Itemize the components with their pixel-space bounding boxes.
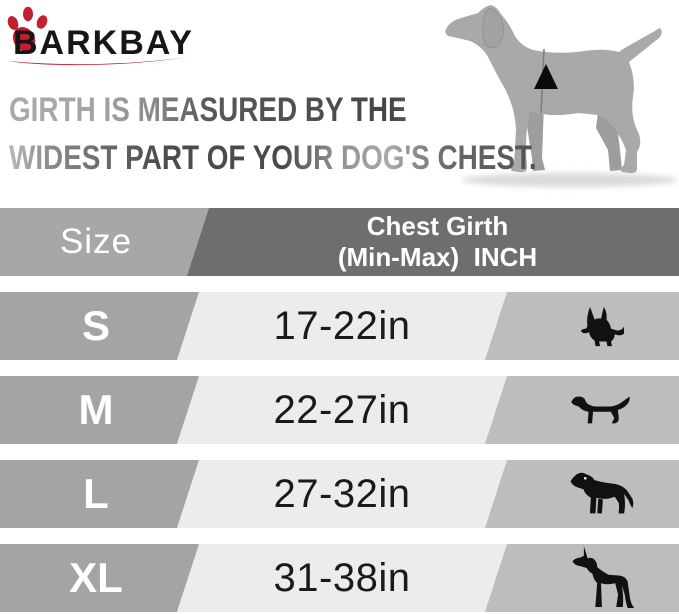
- up-triangle-marker: [534, 64, 558, 89]
- column-header-girth: Chest Girth (Min-Max) INCH: [196, 208, 679, 276]
- swoosh-underline-icon: [8, 57, 190, 66]
- dog-girth-diagram: [445, 5, 678, 187]
- chihuahua-icon: [580, 306, 624, 347]
- breed-icon-cell: [496, 544, 679, 612]
- size-label: S: [81, 302, 110, 349]
- girth-range: 17-22in: [273, 303, 411, 348]
- table-row-l: L 27-32in: [0, 460, 679, 528]
- breed-icon-cell: [496, 376, 679, 444]
- great-dane-icon: [572, 545, 634, 608]
- dog-body-silhouette: [445, 5, 662, 174]
- dachshund-icon: [570, 396, 630, 424]
- dog-shadow: [462, 173, 678, 187]
- tagline-line-2: WIDEST PART OF YOUR DOG'S CHEST.: [9, 134, 537, 182]
- column-header-size: Size: [59, 222, 133, 261]
- breed-icon-cell: [496, 292, 679, 360]
- size-label: L: [83, 470, 109, 517]
- table-header-row: Size Chest Girth (Min-Max) INCH: [0, 208, 679, 276]
- breed-icon-cell: [496, 460, 679, 528]
- table-row-m: M 22-27in: [0, 376, 679, 444]
- tagline-line-1: GIRTH IS MEASURED BY THE: [9, 86, 537, 134]
- size-label: XL: [69, 554, 123, 601]
- table-row-s: S 17-22in: [0, 292, 679, 360]
- rottweiler-icon: [570, 472, 633, 514]
- collar-dot: [583, 477, 587, 480]
- brand-logo-text: BARKBAY: [13, 24, 194, 62]
- girth-range: 31-38in: [273, 555, 411, 600]
- table-row-xl: XL 31-38in: [0, 544, 679, 612]
- dog-ear: [482, 7, 504, 48]
- girth-instruction-text: GIRTH IS MEASURED BY THE WIDEST PART OF …: [9, 86, 652, 182]
- size-label: M: [78, 386, 114, 433]
- girth-range: 22-27in: [273, 387, 411, 432]
- girth-header-line-2: (Min-Max) INCH: [337, 242, 538, 272]
- paw-icon: [7, 6, 48, 51]
- girth-header-line-1: Chest Girth: [366, 211, 509, 241]
- girth-range: 27-32in: [273, 471, 411, 516]
